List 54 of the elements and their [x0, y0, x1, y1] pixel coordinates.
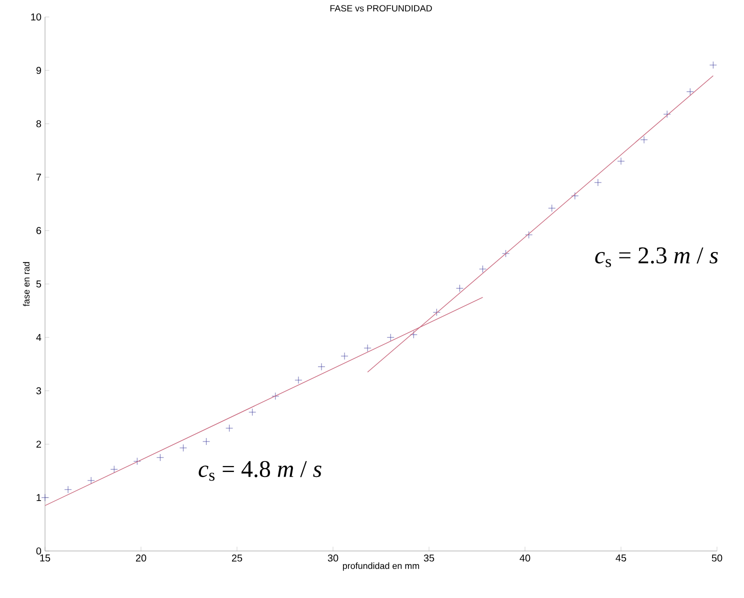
point	[110, 466, 118, 473]
point	[64, 486, 72, 494]
y-tick-label: 8	[36, 120, 42, 128]
x-tick-label: 20	[136, 554, 146, 562]
x-tick-label: 30	[328, 554, 338, 562]
point	[156, 454, 164, 462]
y-tick-label: 9	[36, 66, 42, 74]
point	[594, 178, 602, 186]
y-tick-label: 0	[36, 547, 42, 555]
y-tick-label: 7	[36, 174, 41, 181]
x-tick-label: 15	[40, 554, 50, 562]
point	[410, 331, 418, 338]
x-tick-label: 25	[232, 554, 242, 562]
point	[202, 438, 210, 446]
point	[640, 136, 648, 144]
x-tick-label: 40	[520, 554, 530, 562]
point	[180, 444, 187, 452]
point	[41, 494, 49, 502]
point	[456, 284, 464, 292]
point	[364, 344, 372, 352]
point	[502, 250, 510, 258]
y-tick-label: 3	[36, 387, 42, 394]
point	[272, 392, 280, 400]
y-tick-label: 4	[36, 334, 42, 341]
point	[133, 458, 141, 465]
point	[479, 265, 486, 273]
point	[709, 61, 717, 69]
point	[571, 192, 579, 200]
annotation: c$_{s}$ = 2.3 m / s	[595, 247, 718, 268]
point	[318, 363, 326, 370]
x-tick-label: 45	[616, 554, 626, 562]
point	[525, 231, 533, 239]
point	[663, 110, 671, 118]
point	[433, 308, 440, 316]
x-axis-title: profundidad en mm	[342, 562, 420, 571]
point	[87, 476, 95, 484]
point	[386, 334, 394, 342]
chart-title: FASE vs PROFUNDIDAD	[330, 5, 432, 12]
point	[248, 408, 256, 416]
y-axis-title: fase en rad	[22, 262, 30, 306]
x-tick-label: 35	[424, 554, 434, 562]
point	[617, 157, 625, 165]
annotation: c$_{s}$ = 4.8 m / s	[198, 460, 322, 481]
point	[226, 424, 234, 432]
point	[686, 88, 694, 96]
y-tick-label: 6	[36, 227, 42, 234]
point	[294, 376, 302, 384]
y-tick-label: 5	[36, 280, 42, 288]
y-tick-label: 2	[36, 440, 41, 448]
y-tick-label: 1	[36, 494, 42, 502]
point	[340, 352, 348, 360]
y-tick-label: 10	[31, 13, 42, 21]
x-tick-label: 50	[712, 554, 722, 562]
point	[548, 204, 556, 212]
